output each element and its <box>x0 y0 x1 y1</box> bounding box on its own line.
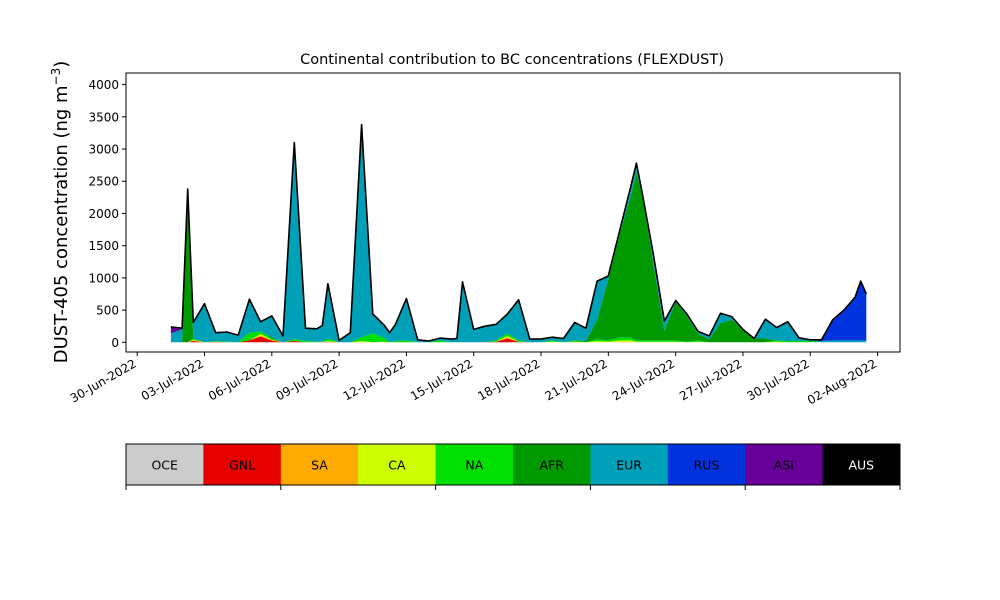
x-tick-label: 24-Jul-2022 <box>610 356 677 403</box>
colorbar-swatch-rus <box>667 444 746 485</box>
colorbar-label: ASI <box>774 458 794 473</box>
colorbar-label: RUS <box>694 458 720 473</box>
colorbar-swatch-asi <box>745 444 823 485</box>
colorbar-label: EUR <box>616 458 642 473</box>
y-tick-label: 3500 <box>88 110 119 124</box>
y-axis-label: DUST-405 concentration (ng m−3) <box>49 61 72 364</box>
colorbar-label: AFR <box>539 458 564 473</box>
colorbar-swatch-afr <box>513 444 591 485</box>
colorbar-swatch-na <box>435 444 514 485</box>
y-tick-label: 0 <box>111 336 119 350</box>
colorbar-label: GNL <box>229 458 255 473</box>
axes-frame <box>125 72 901 353</box>
colorbar-swatch-oce <box>126 444 204 485</box>
y-tick-label: 3000 <box>88 143 119 157</box>
y-axis-label-close: ) <box>51 61 72 68</box>
colorbar-frame <box>125 443 901 486</box>
total-line <box>170 123 868 342</box>
colorbar-label: NA <box>465 458 483 473</box>
y-axis-label-exponent: −3 <box>49 68 63 86</box>
colorbar-swatch-ca <box>358 444 436 485</box>
area-eur <box>170 124 867 343</box>
colorbar-swatch-eur <box>590 444 669 485</box>
x-tick-label: 06-Jul-2022 <box>206 356 273 403</box>
x-tick-label: 21-Jul-2022 <box>543 356 610 403</box>
plot-area <box>170 123 868 343</box>
colorbar-swatch-aus <box>822 444 901 485</box>
x-tick-label: 15-Jul-2022 <box>408 356 475 403</box>
colorbar-swatch-gnl <box>203 444 282 485</box>
y-axis-label-main: DUST-405 concentration (ng m <box>51 85 72 363</box>
x-tick-label: 27-Jul-2022 <box>677 356 744 403</box>
x-tick-label: 30-Jun-2022 <box>68 356 139 405</box>
colorbar-label: AUS <box>848 458 874 473</box>
y-tick-label: 500 <box>96 304 119 318</box>
x-tick-label: 18-Jul-2022 <box>475 356 542 403</box>
colorbar-label: OCE <box>151 458 178 473</box>
y-tick-label: 1000 <box>88 271 119 285</box>
colorbar-label: SA <box>311 458 328 473</box>
x-tick-label: 02-Aug-2022 <box>805 356 879 407</box>
y-tick-label: 4000 <box>88 78 119 92</box>
axes: 0 500 1000 1500 2000 2500 3000 3500 4000 30-Jun-2… <box>68 72 901 407</box>
x-tick-label: 09-Jul-2022 <box>273 356 340 403</box>
colorbar-label: CA <box>388 458 406 473</box>
x-tick-label: 03-Jul-2022 <box>139 356 206 403</box>
chart-title: Continental contribution to BC concentra… <box>300 52 724 68</box>
colorbar-legend: OCE GNL SA CA NA AFR EUR RUS ASI AUS <box>125 443 901 490</box>
area-na <box>170 331 867 343</box>
x-tick-label: 12-Jul-2022 <box>341 356 408 403</box>
y-tick-label: 1500 <box>88 239 119 253</box>
y-tick-label: 2000 <box>88 207 119 221</box>
colorbar-swatch-sa <box>280 444 359 485</box>
y-tick-label: 2500 <box>88 175 119 189</box>
x-tick-label: 30-Jul-2022 <box>744 356 811 403</box>
